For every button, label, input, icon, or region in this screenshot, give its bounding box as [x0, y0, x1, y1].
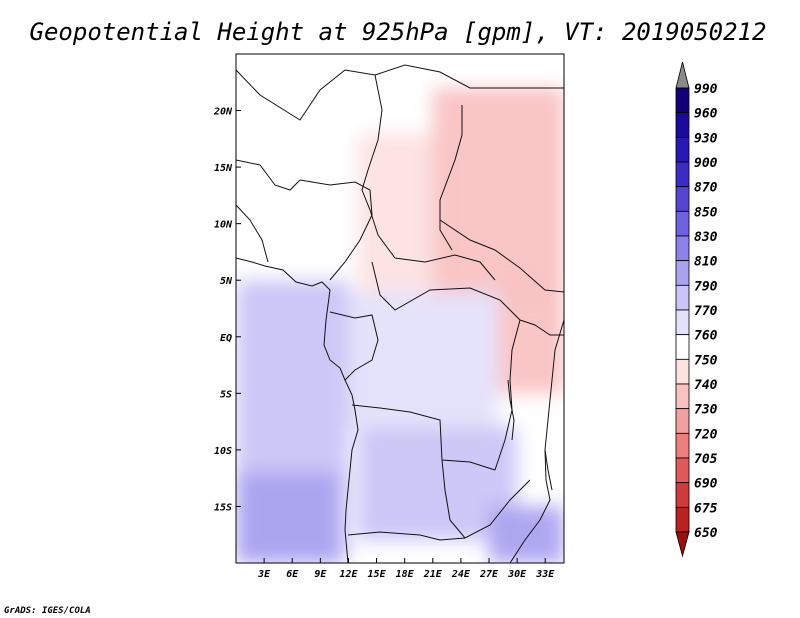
x-tick-label-8: 27E	[479, 569, 499, 580]
colorbar-segment-8	[675, 284, 690, 311]
border-lake-tanganyika	[507, 379, 515, 441]
y-tick-label-4: EQ	[220, 333, 232, 344]
x-tick-label-2: 9E	[314, 569, 327, 580]
border-lake-malawi	[544, 449, 553, 491]
colorbar-label-9: 770	[694, 304, 718, 319]
colorbar-segment-16	[675, 482, 690, 508]
y-tick-label-1: 15N	[214, 163, 233, 174]
credit-label: GrADS: IGES/COLA	[4, 606, 91, 616]
y-axis: 20N 15N 10N 5N EQ 5S 10S 15S	[213, 107, 241, 513]
border-car	[377, 234, 496, 281]
border-east-uganda	[519, 319, 564, 336]
x-tick-label-3: 12E	[339, 569, 358, 580]
y-tick-label-6: 10S	[214, 446, 232, 457]
border-angola-namibia	[347, 531, 466, 541]
colorbar-label-7: 810	[694, 255, 718, 270]
colorbar-label-8: 790	[694, 279, 718, 294]
coastline-east	[509, 319, 564, 563]
colorbar-label-12: 740	[694, 378, 718, 393]
y-tick-label-2: 10N	[214, 220, 233, 231]
chart-title: Geopotential Height at 925hPa [gpm], VT:…	[30, 18, 767, 46]
colorbar-segment-14	[675, 432, 690, 459]
y-tick-label-3: 5N	[220, 276, 233, 287]
border-south-sudan	[439, 219, 564, 293]
colorbar-label-13: 730	[694, 403, 718, 418]
colorbar-segment-2	[675, 136, 690, 163]
colorbar-label-15: 705	[694, 452, 718, 467]
colorbar-segment-0	[675, 87, 690, 114]
region-6	[498, 280, 564, 394]
colorbar-label-17: 675	[694, 501, 718, 516]
border-drc-north	[371, 261, 521, 321]
colorbar-label-10: 760	[694, 329, 718, 344]
border-drc-angola	[351, 404, 496, 471]
border-gulf-guinea	[236, 204, 269, 263]
colorbar-label-16: 690	[694, 477, 718, 492]
colorbar-label-3: 900	[694, 156, 718, 171]
colorbar-label-6: 830	[694, 230, 718, 245]
colorbar-segment-5	[675, 210, 690, 237]
country-borders	[236, 64, 564, 563]
coastline-west	[236, 257, 359, 563]
border-zambia	[441, 459, 531, 539]
x-tick-label-0: 3E	[257, 569, 271, 580]
colorbar-segment-13	[675, 408, 690, 434]
y-tick-label-0: 20N	[213, 107, 233, 118]
x-tick-label-5: 18E	[396, 569, 415, 580]
colorbar-bottom-arrow	[675, 531, 690, 558]
border-west-africa	[236, 159, 301, 191]
colorbar-segment-17	[675, 506, 690, 533]
colorbar-segment-9	[675, 309, 690, 336]
border-congo-gabon	[329, 311, 379, 381]
border-niger-chad	[361, 74, 383, 236]
region-8	[489, 506, 564, 563]
colorbar-segment-11	[675, 358, 690, 385]
colorbar-segment-1	[675, 112, 690, 138]
colorbar-segment-4	[675, 186, 690, 212]
region-5	[348, 291, 499, 428]
colorbar-label-18: 650	[694, 526, 718, 541]
colorbar-label-1: 960	[694, 107, 718, 122]
y-tick-label-7: 15S	[214, 502, 232, 513]
x-tick-label-7: 24E	[451, 569, 471, 580]
colorbar-segment-6	[675, 235, 690, 262]
x-tick-label-4: 15E	[368, 569, 387, 580]
region-1	[236, 472, 340, 563]
colorbar-segment-10	[675, 334, 690, 360]
colorbar-label-14: 720	[694, 427, 718, 442]
colorbar-segment-12	[675, 383, 690, 410]
x-tick-label-9: 30E	[507, 569, 527, 580]
colorbar-top-arrow	[675, 61, 690, 89]
colorbar-label-4: 870	[694, 181, 718, 196]
region-4	[432, 87, 564, 303]
colorbar-label-0: 990	[694, 82, 718, 97]
x-tick-label-6: 21E	[423, 569, 443, 580]
border-sudan-chad	[439, 105, 463, 251]
colorbar-segment-3	[675, 161, 690, 188]
colorbar-label-5: 850	[694, 205, 718, 220]
border-nigeria	[299, 179, 373, 281]
map-area	[236, 54, 564, 563]
colorbar-segment-15	[675, 457, 690, 484]
colorbar: 990 960 930 900 870 850 830 810 790 770 760 750 740 7…	[675, 61, 718, 558]
x-tick-label-1: 6E	[286, 569, 299, 580]
border-drc-east	[494, 319, 521, 471]
colorbar-label-11: 750	[694, 353, 718, 368]
colorbar-segment-7	[675, 260, 690, 286]
x-axis: 3E 6E 9E 12E 15E 18E 21E 24E 27E 30E 33E	[257, 558, 555, 580]
plot-frame	[235, 53, 565, 564]
y-tick-label-5: 5S	[220, 389, 232, 400]
x-tick-label-10: 33E	[535, 569, 555, 580]
colorbar-label-2: 930	[694, 131, 718, 146]
